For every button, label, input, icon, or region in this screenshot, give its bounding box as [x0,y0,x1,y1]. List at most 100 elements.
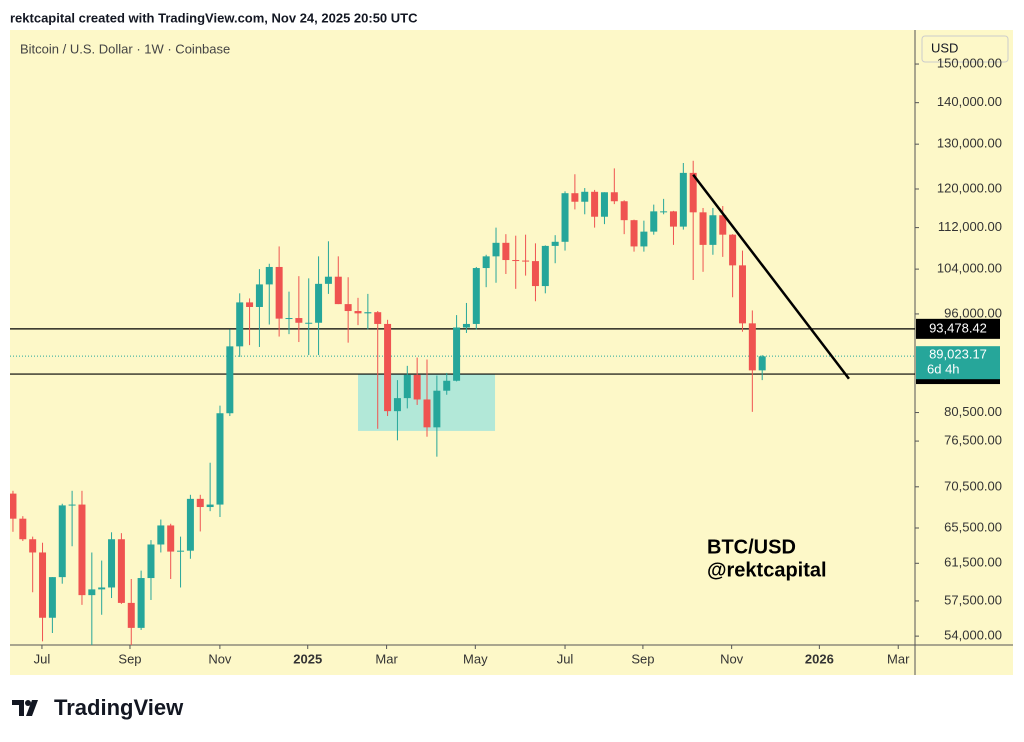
price-label: 93,478.42 [929,320,987,335]
candle-body [571,193,579,202]
candle-body [462,323,470,328]
candle-body [679,172,687,227]
candle-body [196,498,204,508]
candle-body [127,602,135,628]
x-tick-label: Sep [118,651,141,666]
price-label-box [916,318,1000,339]
logo-icon [12,700,38,716]
candle-body [364,312,372,314]
x-tick-label: Nov [208,651,232,666]
candle-body [98,587,106,590]
x-tick-label: Jul [34,651,51,666]
currency-box[interactable] [921,35,1009,63]
candle-body [551,241,559,246]
candle-body [413,374,421,400]
plot-area [10,160,915,645]
candle-body [157,525,165,545]
candle-body [492,242,500,257]
logo-dot [25,700,31,706]
x-tick-label: May [463,651,488,666]
y-tick-label: 65,500.00 [944,519,1002,534]
y-tick-label: 96,000.00 [944,305,1002,320]
candle-body [324,276,332,284]
candle-body [669,211,677,227]
candle-body [246,302,254,307]
candle-body [660,211,668,213]
annotation: @rektcapital [707,559,827,581]
candle-body [472,268,480,324]
candle-body [689,172,697,213]
candle-body [630,220,638,247]
candle-body [19,518,27,540]
annotation: BTC/USD [707,536,796,558]
candle-body [522,260,530,262]
candle-body [709,215,717,245]
candle-body [255,284,263,307]
candle-body [68,504,76,506]
y-tick-label: 54,000.00 [944,628,1002,643]
x-tick-label: Jul [557,651,574,666]
candle-body [738,265,746,324]
last-price-label: 89,023.17 [929,347,987,362]
candle-body [748,323,756,371]
candle-body [433,390,441,428]
candle-body [58,505,66,578]
candle-body [78,504,86,596]
logo [12,700,38,716]
candle-body [699,212,707,245]
candle-body [384,323,392,412]
candle-body [117,539,125,603]
candle-body [423,399,431,428]
candle-body [29,539,37,553]
candle-body [39,552,47,618]
y-tick-label: 70,500.00 [944,478,1002,493]
candle-body [275,266,283,319]
candle-body [108,539,116,588]
countdown-label: 6d 4h [927,362,960,377]
candle-body [236,302,244,347]
y-tick-label: 112,000.00 [938,219,1002,234]
candle-body [88,589,96,596]
candle-body [610,192,618,202]
candle-body [315,283,323,323]
candle-body [650,211,658,232]
candle-body [758,356,766,371]
candle-body [531,261,539,287]
logo-text: TradingView [54,695,184,720]
candle-body [177,550,185,552]
candle-body [541,245,549,287]
currency-label: USD [931,40,958,55]
candle-body [137,578,145,628]
candle-body [10,493,17,519]
candle-body [502,242,510,261]
candle-body [206,504,214,508]
candle-body [334,276,342,305]
candle-body [482,256,490,269]
chart-background [10,30,1013,675]
x-tick-label: Sep [631,651,654,666]
candle-body [561,193,569,242]
y-tick-label: 80,500.00 [944,404,1002,419]
candle-body [600,192,608,217]
candle-body [147,544,155,579]
trendline [692,173,850,380]
candle-body [226,346,234,414]
candle-body [216,413,224,505]
candle-body [512,260,520,262]
candle-body [453,327,461,381]
candle-body [305,322,313,324]
y-tick-label: 120,000.00 [937,180,1002,195]
candle-body [581,191,589,202]
candle-body [591,191,599,217]
y-tick-label: 57,500.00 [944,592,1002,607]
candle-body [48,577,56,618]
candle-body [186,498,194,551]
x-tick-label: Nov [720,651,744,666]
candle-body [729,234,737,266]
candle-body [393,398,401,412]
chart-title: Bitcoin / U.S. Dollar · 1W · Coinbase [20,41,230,56]
candle-body [295,318,303,323]
header: rektcapital created with TradingView.com… [10,10,418,25]
y-tick-label: 130,000.00 [937,136,1002,151]
candle-body [403,374,411,399]
